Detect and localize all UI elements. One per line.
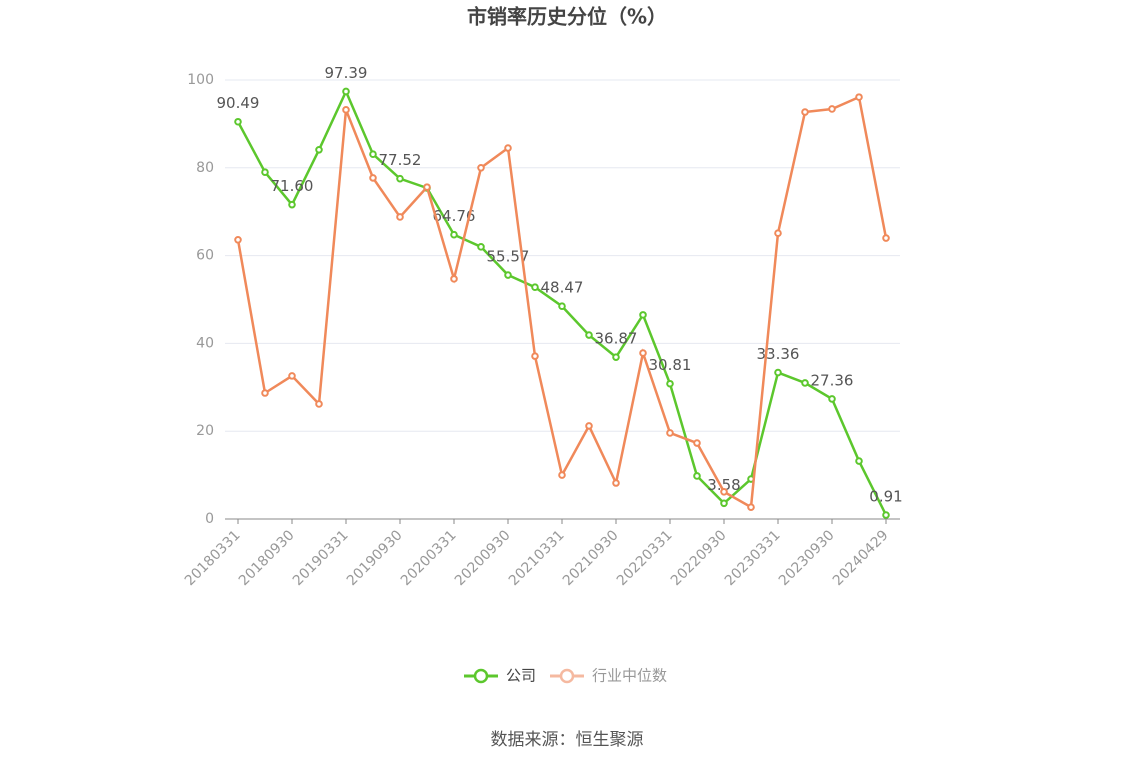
data-point: [585, 331, 593, 339]
y-tick-label: 0: [205, 511, 214, 527]
data-label: 3.58: [707, 476, 740, 494]
data-point: [612, 479, 620, 487]
data-label: 90.49: [217, 94, 260, 112]
legend-label: 公司: [506, 667, 536, 685]
data-point: [315, 400, 323, 408]
chart-title: 市销率历史分位（%）: [467, 5, 667, 29]
data-label: 36.87: [595, 330, 638, 348]
data-point: [720, 499, 728, 508]
x-tick-label: 20180331: [182, 527, 244, 589]
x-tick-label: 20190930: [344, 527, 406, 589]
data-point: [504, 144, 512, 152]
data-label: 0.91: [869, 488, 902, 506]
data-point: [531, 352, 539, 360]
x-tick-label: 20230930: [776, 527, 838, 589]
data-point: [666, 379, 674, 388]
series-line: [236, 95, 888, 510]
data-point: [450, 230, 458, 239]
data-point: [396, 174, 404, 183]
data-point: [234, 117, 242, 126]
y-tick-label: 60: [196, 248, 214, 264]
y-tick-label: 40: [196, 335, 214, 351]
data-point: [288, 200, 296, 209]
data-label: 48.47: [541, 279, 584, 297]
x-tick-label: 20200930: [452, 527, 514, 589]
data-point: [477, 243, 485, 251]
y-tick-label: 80: [196, 160, 214, 176]
data-point: [855, 93, 863, 101]
data-point: [801, 108, 809, 116]
data-point: [693, 439, 701, 447]
data-label: 64.76: [433, 207, 476, 225]
data-label: 30.81: [649, 356, 692, 374]
legend-label: 行业中位数: [592, 667, 667, 685]
data-label: 71.60: [271, 177, 314, 195]
legend-marker: [559, 668, 575, 684]
x-tick-label: 20230331: [722, 527, 784, 589]
data-point: [288, 372, 296, 380]
data-point: [639, 349, 647, 357]
data-point: [558, 471, 566, 479]
data-label: 55.57: [487, 248, 530, 266]
data-point: [801, 379, 809, 387]
data-point: [234, 235, 242, 244]
data-point: [774, 229, 782, 238]
data-point: [855, 457, 863, 465]
x-tick-label: 20190331: [290, 527, 352, 589]
data-point: [828, 395, 836, 403]
data-point: [666, 429, 674, 437]
data-point: [558, 302, 566, 311]
data-point: [828, 105, 836, 113]
data-point: [261, 168, 269, 176]
data-point: [639, 311, 647, 319]
data-label: 77.52: [379, 151, 422, 169]
x-tick-label: 20180930: [236, 527, 298, 589]
data-point: [477, 164, 485, 172]
data-point: [423, 183, 431, 191]
x-tick-label: 20200331: [398, 527, 460, 589]
data-point: [342, 87, 350, 96]
data-point: [882, 234, 890, 242]
x-tick-label: 20220331: [614, 527, 676, 589]
data-point: [261, 389, 269, 397]
legend-marker: [473, 668, 489, 684]
source: 数据来源：恒生聚源: [491, 730, 644, 750]
data-point: [531, 283, 539, 292]
x-tick-label: 20210331: [506, 527, 568, 589]
data-label: 33.36: [757, 345, 800, 363]
data-label: 97.39: [325, 64, 368, 82]
data-point: [396, 213, 404, 221]
data-point: [693, 472, 701, 480]
data-label: 27.36: [811, 371, 854, 389]
data-point: [882, 511, 890, 519]
x-tick-label: 20240429: [830, 527, 892, 589]
data-point: [450, 275, 458, 283]
data-point: [369, 174, 377, 182]
data-point: [369, 150, 377, 158]
data-point: [720, 487, 728, 496]
data-point: [585, 422, 593, 430]
data-point: [504, 271, 512, 279]
data-point: [342, 106, 350, 114]
data-point: [774, 368, 782, 377]
x-tick-label: 20220930: [668, 527, 730, 589]
data-point: [315, 146, 323, 154]
data-point: [612, 353, 620, 361]
x-tick-label: 20210930: [560, 527, 622, 589]
y-tick-label: 20: [196, 423, 214, 439]
y-tick-label: 100: [187, 72, 214, 88]
data-point: [747, 503, 755, 511]
